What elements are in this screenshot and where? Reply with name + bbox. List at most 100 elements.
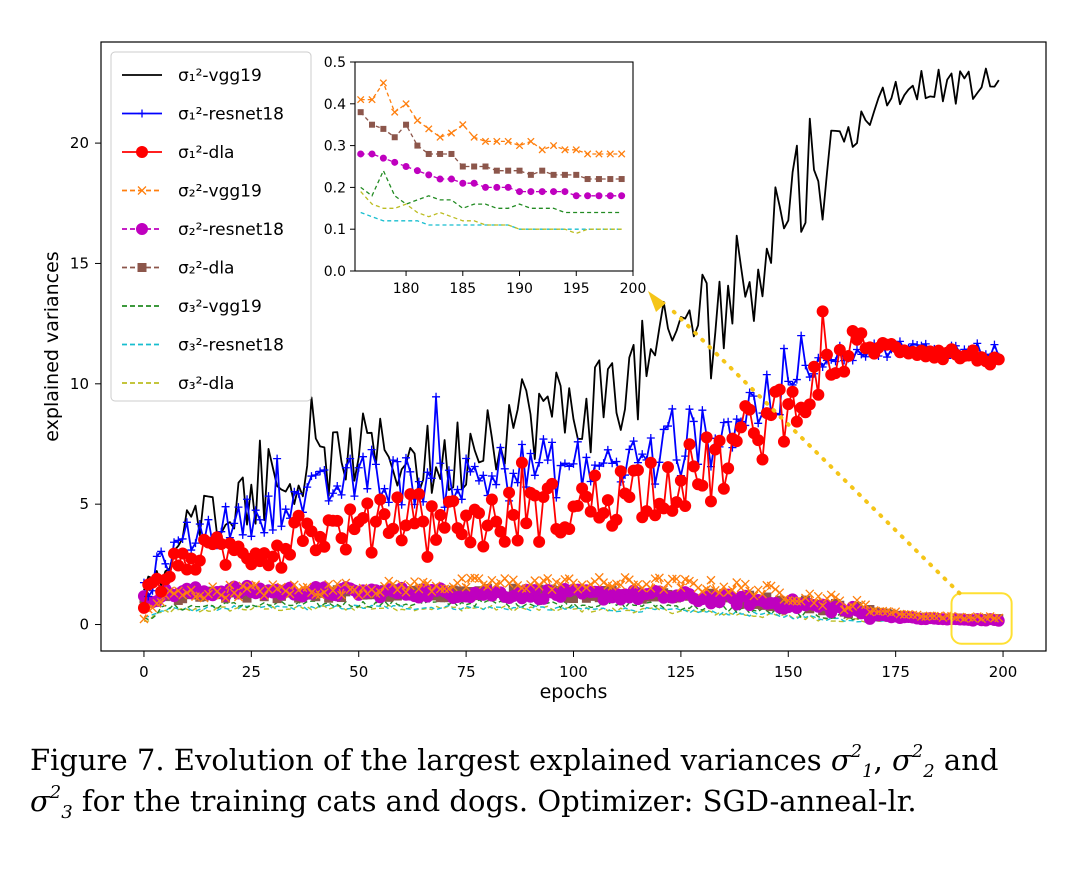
data-point-s1_dla — [275, 561, 288, 574]
data-point-s2_vgg19 — [813, 591, 823, 601]
data-point-s2_vgg19 — [723, 587, 733, 597]
data-point-s1_dla — [460, 509, 473, 522]
series-line-s3_vgg19 — [143, 598, 999, 623]
data-point-s1_resnet18 — [492, 480, 501, 489]
data-point-s1_dla — [588, 469, 601, 482]
x-tick-label: 75 — [457, 663, 476, 681]
data-point-s2_vgg19 — [899, 609, 909, 619]
data-point-s1_resnet18 — [178, 534, 187, 543]
data-point-s2_vgg19 — [341, 578, 351, 588]
data-point-s1_dla — [318, 540, 331, 553]
data-point-s1_dla — [515, 456, 528, 469]
caption-text-2: for the training cats and dogs. Optimize… — [72, 784, 917, 818]
data-point-s2_vgg19 — [994, 613, 1004, 623]
data-point-s1_dla — [580, 490, 593, 503]
inset-data-point-2 — [447, 175, 455, 183]
x-axis-label: epochs — [540, 681, 608, 703]
data-point-s2_vgg19 — [315, 590, 325, 600]
inset-data-point-0 — [515, 141, 524, 150]
data-point-s2_dla — [581, 593, 591, 603]
data-point-s1_resnet18 — [294, 489, 303, 498]
data-point-s1_resnet18 — [182, 518, 191, 527]
data-point-s1_dla — [631, 464, 644, 477]
data-point-s1_dla — [485, 493, 498, 506]
data-point-s1_resnet18 — [371, 460, 380, 469]
data-point-s1_resnet18 — [152, 552, 161, 561]
inset-data-point-2 — [425, 171, 433, 179]
data-point-s1_resnet18 — [333, 482, 342, 490]
data-point-s2_vgg19 — [358, 583, 368, 593]
data-point-s1_dla — [412, 487, 425, 500]
inset-series-line-4 — [360, 211, 622, 230]
data-point-s1_resnet18 — [427, 474, 436, 483]
data-point-s1_resnet18 — [599, 459, 608, 468]
legend-label-s1_dla: σ₁²-dla — [178, 143, 234, 163]
inset-data-point-1 — [380, 125, 387, 132]
data-point-s2_vgg19 — [427, 586, 437, 596]
inset-data-point-2 — [516, 188, 524, 196]
data-point-s2_vgg19 — [809, 598, 819, 608]
data-point-s1_dla — [425, 500, 438, 513]
data-point-s2_vgg19 — [839, 605, 849, 615]
inset-data-point-1 — [607, 176, 614, 183]
inset-data-point-1 — [516, 167, 523, 174]
data-point-s1_resnet18 — [174, 536, 183, 545]
data-point-s1_resnet18 — [590, 461, 599, 470]
data-point-s1_dla — [533, 535, 546, 548]
data-point-s1_resnet18 — [303, 483, 312, 492]
data-point-s2_vgg19 — [547, 585, 557, 595]
inset-data-point-2 — [606, 192, 614, 200]
data-point-s2_vgg19 — [916, 612, 926, 621]
data-point-s2_vgg19 — [139, 614, 149, 624]
data-point-s1_dla — [361, 497, 374, 510]
data-point-s1_resnet18 — [251, 506, 260, 515]
inset-data-point-0 — [436, 133, 444, 141]
inset-data-point-2 — [538, 188, 546, 196]
data-point-s2_vgg19 — [715, 588, 725, 598]
data-point-s1_resnet18 — [509, 469, 518, 478]
data-point-s1_dla — [700, 431, 713, 444]
data-point-s1_dla — [683, 438, 696, 451]
data-point-s1_resnet18 — [689, 417, 698, 426]
data-point-s1_dla — [305, 525, 318, 538]
data-point-s1_resnet18 — [646, 434, 655, 443]
data-point-s2_vgg19 — [929, 611, 939, 621]
data-point-s1_dla — [163, 570, 176, 583]
data-point-s2_vgg19 — [659, 585, 669, 594]
data-point-s1_dla — [855, 327, 868, 340]
legend-marker-s1_resnet18 — [138, 109, 146, 118]
data-point-s1_dla — [563, 522, 576, 535]
data-point-s1_resnet18 — [853, 345, 861, 354]
data-point-s2_vgg19 — [401, 587, 411, 597]
data-point-s1_resnet18 — [595, 462, 604, 471]
data-point-s1_resnet18 — [548, 438, 557, 447]
data-point-s1_resnet18 — [659, 425, 668, 434]
data-point-s1_dla — [292, 509, 305, 522]
data-point-s1_dla — [331, 514, 344, 527]
data-point-s1_dla — [503, 486, 516, 499]
data-point-s1_resnet18 — [367, 445, 376, 454]
inset-data-point-2 — [561, 188, 569, 196]
inset-data-point-0 — [470, 133, 478, 141]
data-point-s2_vgg19 — [221, 593, 231, 603]
data-point-s2_vgg19 — [444, 584, 454, 594]
data-point-s1_dla — [395, 534, 408, 547]
inset-data-point-2 — [595, 192, 603, 200]
data-point-s1_resnet18 — [470, 462, 479, 471]
data-point-s1_resnet18 — [363, 484, 372, 493]
caption-sigma1: σ21 — [830, 741, 874, 782]
data-point-s2_vgg19 — [328, 586, 338, 595]
data-point-s1_dla — [546, 477, 559, 490]
inset-data-point-2 — [493, 183, 501, 191]
inset-data-point-2 — [436, 175, 444, 183]
inset-series-line-3 — [360, 169, 622, 214]
inset-data-point-0 — [527, 137, 535, 146]
data-point-s1_dla — [369, 515, 382, 528]
data-point-s1_dla — [717, 482, 730, 495]
data-point-s1_dla — [597, 507, 610, 520]
inset-data-point-1 — [584, 176, 591, 183]
data-point-s2_vgg19 — [319, 588, 329, 598]
data-point-s1_dla — [790, 415, 803, 428]
data-point-s2_vgg19 — [543, 574, 553, 583]
data-point-s2_vgg19 — [414, 584, 424, 594]
